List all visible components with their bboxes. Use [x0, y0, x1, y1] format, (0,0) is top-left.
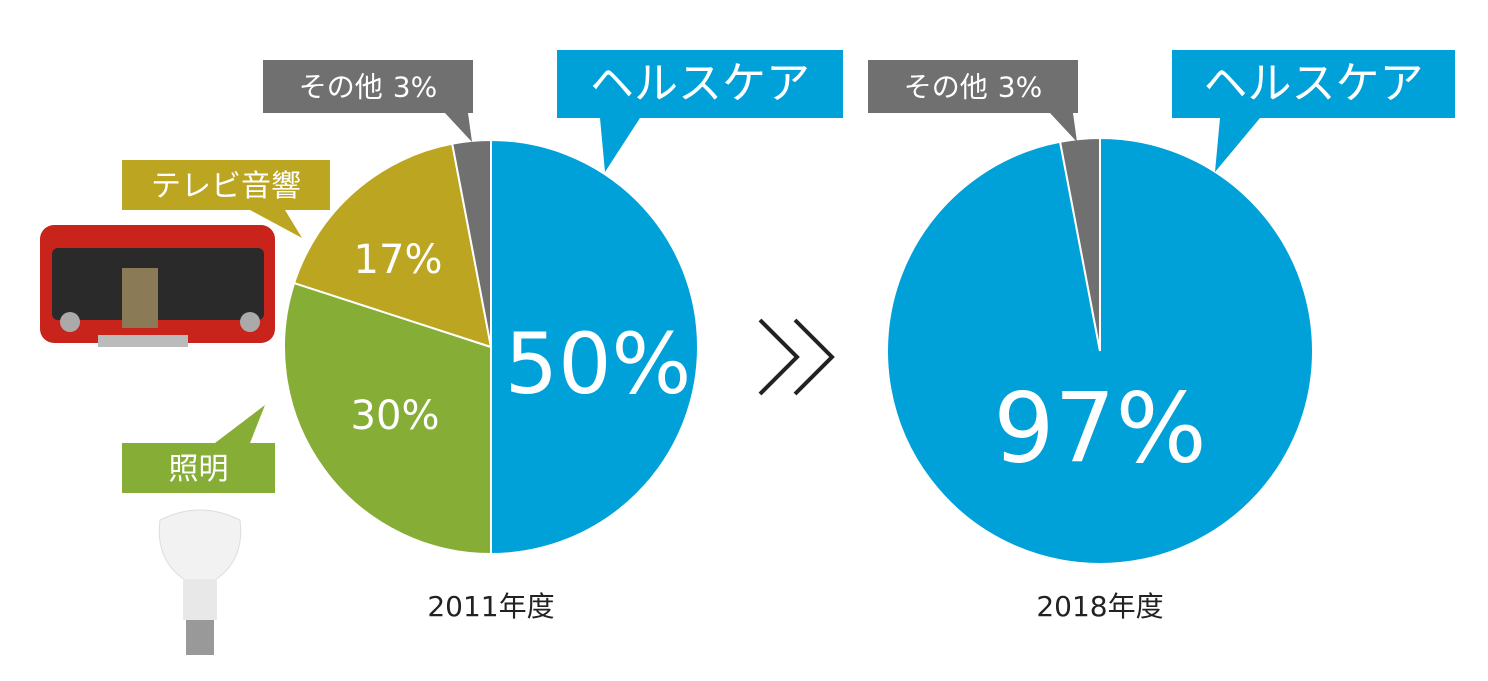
callout-label: その他 3%: [904, 71, 1042, 104]
callout-box: [868, 60, 1078, 142]
arrow: [758, 318, 835, 396]
data-label: 30%: [351, 393, 440, 439]
pie-slice: [292, 142, 493, 349]
callout-label: ヘルスケア: [590, 58, 810, 109]
category-name: 照明: [169, 452, 229, 487]
callout-label: その他 3%: [299, 71, 437, 104]
callout-box: [263, 60, 473, 142]
category-name: その他: [904, 71, 988, 104]
category-name: テレビ音響: [151, 169, 301, 204]
callout-box: [122, 405, 275, 493]
callout-box: [557, 50, 843, 172]
data-label: 50%: [505, 315, 692, 413]
callout-label: 照明: [169, 452, 229, 487]
callout-label: ヘルスケア: [1204, 58, 1424, 109]
category-name: ヘルスケア: [590, 58, 810, 109]
pie-slice: [1058, 136, 1101, 352]
callout-box: [122, 160, 330, 238]
category-name: その他: [299, 71, 383, 104]
pie-slice: [490, 138, 699, 556]
chart-title: 2018年度: [1036, 590, 1163, 623]
callout-box: [1172, 50, 1455, 172]
bulb-image: [158, 509, 242, 655]
chart-title: 2011年度: [427, 590, 554, 623]
category-name: ヘルスケア: [1204, 58, 1424, 109]
data-label: 97%: [993, 372, 1206, 484]
pie-slice: [283, 281, 492, 556]
value-label: 3%: [393, 71, 437, 104]
data-label: 17%: [354, 237, 443, 283]
radio-image: [40, 225, 275, 347]
value-label: 3%: [998, 71, 1042, 104]
callout-label: テレビ音響: [151, 169, 301, 204]
